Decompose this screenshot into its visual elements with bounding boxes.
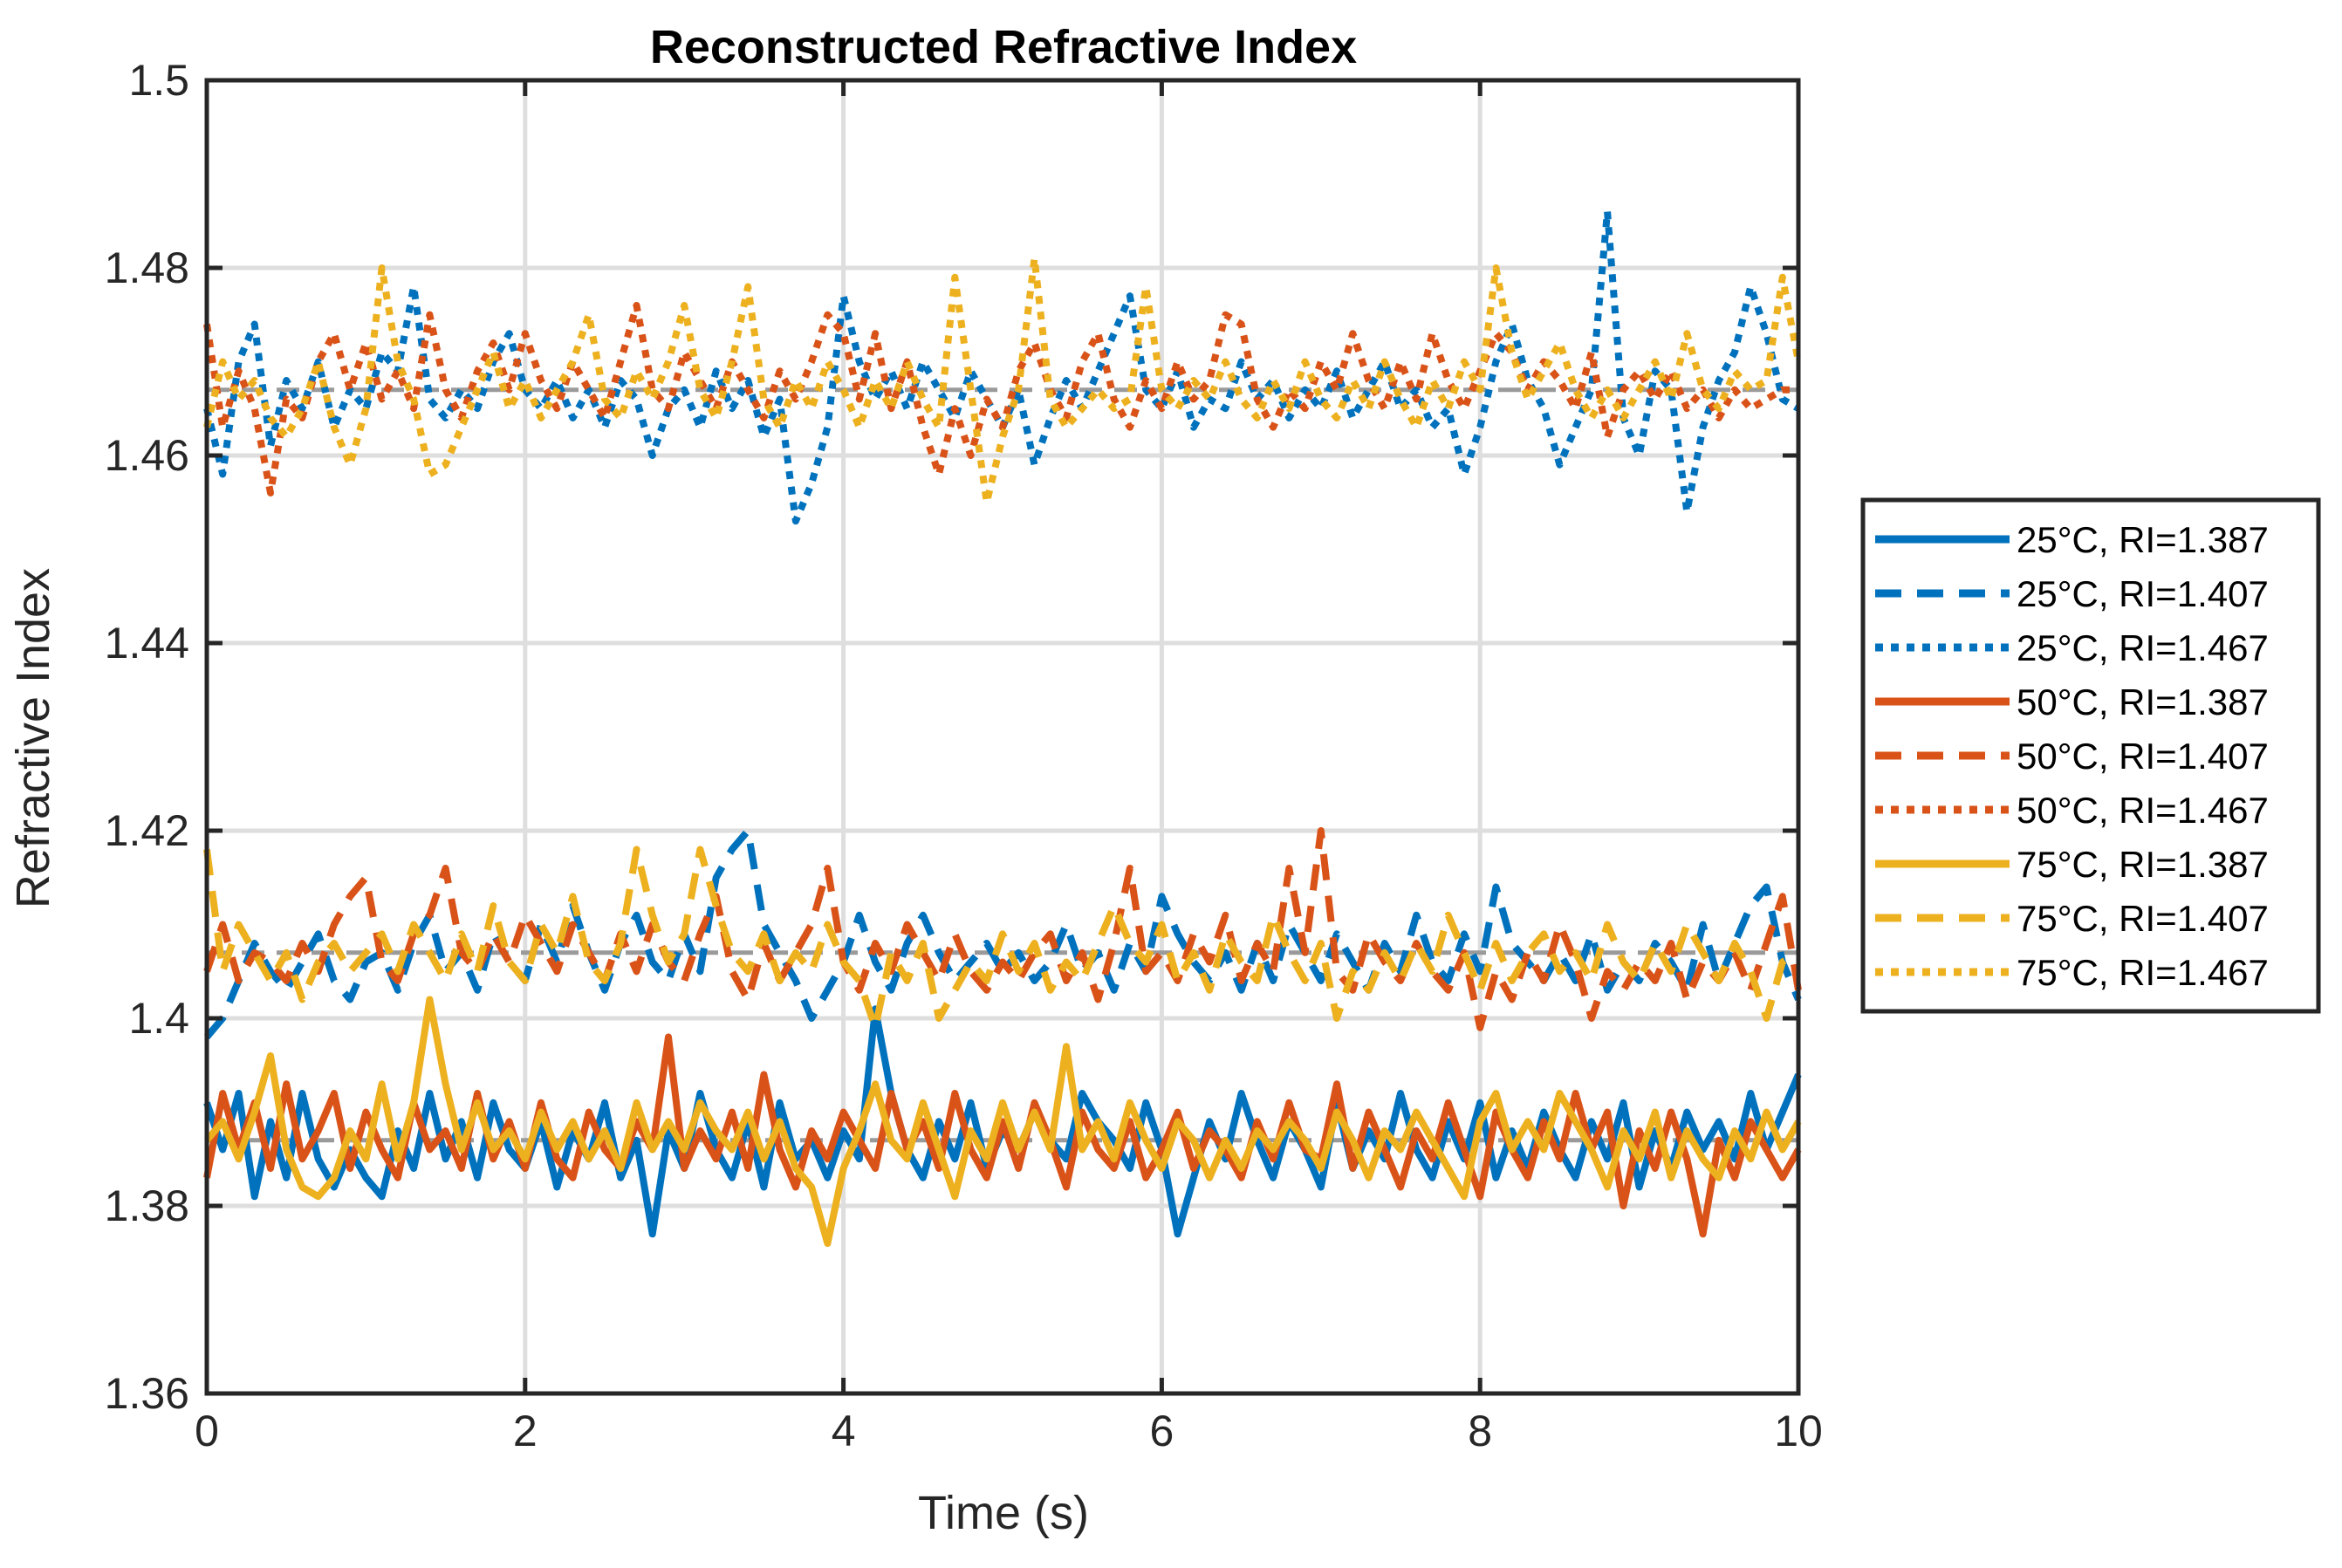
series-line-7: [203, 996, 1802, 1247]
legend-label-6: 50°C, RI=1.467: [2017, 790, 2269, 831]
y-tick-label: 1.44: [105, 619, 189, 668]
legend-label-3: 25°C, RI=1.467: [2017, 627, 2269, 668]
legend-label-9: 75°C, RI=1.467: [2017, 952, 2269, 993]
y-tick-label: 1.48: [105, 243, 189, 292]
legend: 25°C, RI=1.387 25°C, RI=1.407 25°C, RI=1.4…: [1860, 497, 2321, 1014]
y-tick-label: 1.38: [105, 1181, 189, 1230]
y-tick-label: 1.46: [105, 431, 189, 480]
y-tick-label: 1.36: [105, 1369, 189, 1418]
chart-title: Reconstructed Refractive Index: [650, 21, 1357, 73]
x-tick-label: 0: [195, 1407, 219, 1455]
y-tick-label: 1.5: [128, 56, 189, 105]
series-line-5: [203, 827, 1802, 1031]
x-tick-label: 8: [1468, 1407, 1492, 1455]
legend-label-1: 25°C, RI=1.387: [2017, 519, 2269, 560]
series-group: [203, 208, 1802, 1247]
x-tick-label: 10: [1774, 1407, 1823, 1455]
legend-label-5: 50°C, RI=1.407: [2017, 736, 2269, 777]
legend-label-4: 50°C, RI=1.387: [2017, 681, 2269, 722]
x-axis-label: Time (s): [918, 1487, 1089, 1539]
plot-frame: [204, 78, 1801, 1396]
axes: [204, 78, 1801, 1396]
tick-labels: 0 2 4 6 8 10 1.36 1.38 1.4 1.42 1.44 1.46 1.48 1.5: [105, 56, 1823, 1455]
grid: [207, 80, 1798, 1393]
y-tick-label: 1.4: [128, 994, 189, 1043]
series-line-8: [203, 846, 1801, 1031]
y-axis-label: Refractive Index: [7, 568, 59, 908]
legend-label-7: 75°C, RI=1.387: [2017, 844, 2269, 885]
series-line-2: [203, 827, 1802, 1040]
x-tick-label: 4: [832, 1407, 856, 1455]
x-tick-label: 2: [513, 1407, 538, 1455]
x-tick-label: 6: [1149, 1407, 1174, 1455]
y-tick-label: 1.42: [105, 806, 189, 855]
series-line-6: [203, 302, 1798, 496]
legend-label-8: 75°C, RI=1.407: [2017, 898, 2269, 939]
series-line-9: [203, 255, 1802, 506]
legend-label-2: 25°C, RI=1.407: [2017, 573, 2269, 614]
